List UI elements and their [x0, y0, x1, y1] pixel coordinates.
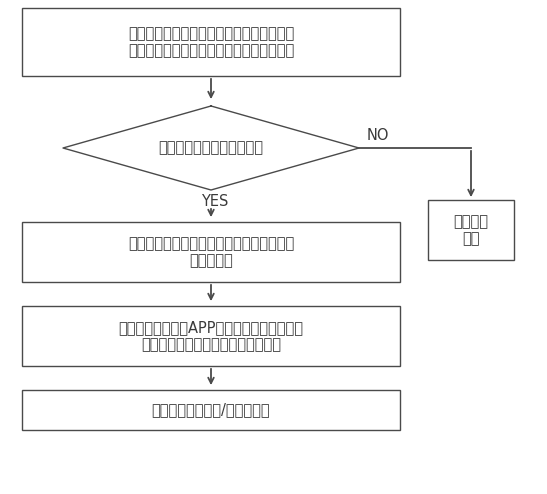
Text: NO: NO: [367, 128, 389, 143]
Text: 安装在移动终端的APP软件读取接收单元接收
到的数据信息并进行数据处理与判决: 安装在移动终端的APP软件读取接收单元接收 到的数据信息并进行数据处理与判决: [119, 320, 304, 352]
Bar: [22, 306, 400, 366]
Bar: [428, 200, 514, 260]
Text: YES: YES: [201, 194, 229, 209]
Bar: [22, 8, 400, 76]
Text: 电量管理模块对汽车启动电源用锂电池进行
监测，并对监测到的数据信息进行计算管理: 电量管理模块对汽车启动电源用锂电池进行 监测，并对监测到的数据信息进行计算管理: [128, 26, 294, 58]
Text: 在移动终端显示和/或提示用户: 在移动终端显示和/或提示用户: [152, 403, 270, 417]
Bar: [22, 390, 400, 430]
Bar: [22, 222, 400, 282]
Text: 发射单元
断电: 发射单元 断电: [453, 214, 488, 246]
Text: 将所述电量管理模块检测到的数据信息发射
至接收单元: 将所述电量管理模块检测到的数据信息发射 至接收单元: [128, 236, 294, 268]
Text: 检测发射单元是否正常工作: 检测发射单元是否正常工作: [159, 140, 264, 156]
Polygon shape: [63, 106, 359, 190]
